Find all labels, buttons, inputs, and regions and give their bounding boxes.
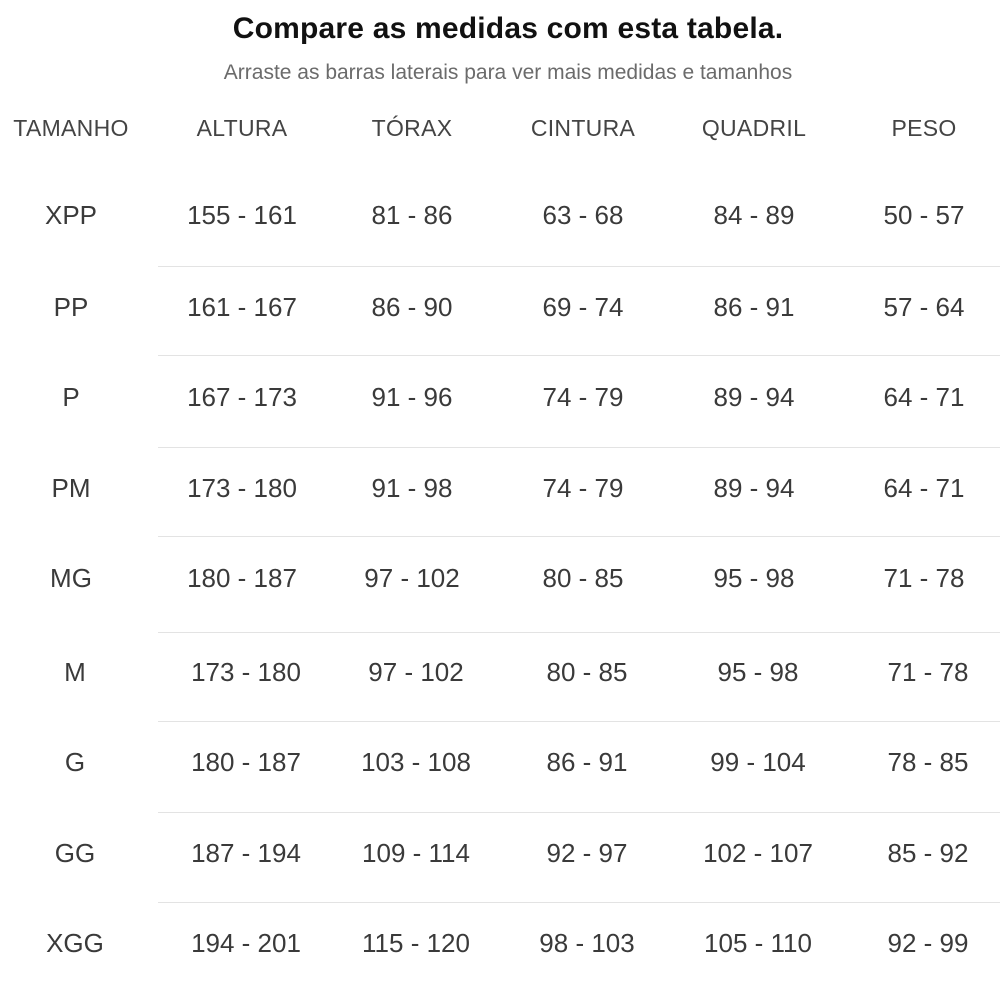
measure-cell-t-rax: 91 - 96: [371, 382, 453, 412]
row-divider: [158, 447, 1000, 448]
table-row: PP 161 - 167 86 - 90 69 - 74 86 - 91 57 - 64: [0, 292, 1000, 328]
column-header-cintura: CINTURA: [530, 115, 636, 141]
table-row: XGG 194 - 201 115 - 120 98 - 103 105 - 110 92…: [0, 928, 1000, 964]
table-row: XPP 155 - 161 81 - 86 63 - 68 84 - 89 50 - 57: [0, 200, 1000, 236]
table-row: G 180 - 187 103 - 108 86 - 91 99 - 104 78 - 8…: [0, 747, 1000, 783]
measure-cell-quadril: 105 - 110: [704, 928, 812, 958]
measure-cell-quadril: 95 - 98: [713, 563, 795, 593]
measure-cell-t-rax: 115 - 120: [362, 928, 470, 958]
row-divider: [158, 266, 1000, 267]
size-label-cell: P: [62, 382, 80, 412]
size-label-cell: XPP: [44, 200, 98, 230]
measure-cell-t-rax: 109 - 114: [362, 838, 470, 868]
column-header-altura: ALTURA: [196, 115, 288, 141]
measure-cell-peso: 85 - 92: [887, 838, 969, 868]
page-title: Compare as medidas com esta tabela.: [232, 12, 784, 45]
measure-cell-t-rax: 91 - 98: [371, 473, 453, 503]
measure-cell-altura: 173 - 180: [191, 657, 301, 687]
measure-cell-altura: 161 - 167: [187, 292, 297, 322]
row-divider: [158, 632, 1000, 633]
column-header-t-rax: TÓRAX: [371, 115, 453, 141]
table-row: PM 173 - 180 91 - 98 74 - 79 89 - 94 64 - 71: [0, 473, 1000, 509]
measure-cell-peso: 64 - 71: [883, 382, 965, 412]
size-label-cell: M: [64, 657, 86, 687]
measure-cell-quadril: 99 - 104: [710, 747, 806, 777]
measure-cell-peso: 92 - 99: [887, 928, 969, 958]
size-label-cell: MG: [50, 563, 92, 593]
measure-cell-quadril: 89 - 94: [713, 473, 795, 503]
measure-cell-cintura: 69 - 74: [542, 292, 624, 322]
measure-cell-altura: 187 - 194: [191, 838, 301, 868]
measure-cell-altura: 180 - 187: [191, 747, 301, 777]
measure-cell-cintura: 74 - 79: [542, 382, 624, 412]
measure-cell-t-rax: 86 - 90: [371, 292, 453, 322]
measure-cell-cintura: 74 - 79: [542, 473, 624, 503]
row-divider: [158, 902, 1000, 903]
size-label-cell: XGG: [46, 928, 104, 958]
measure-cell-quadril: 86 - 91: [713, 292, 795, 322]
table-row: M 173 - 180 97 - 102 80 - 85 95 - 98 71 - 78: [0, 657, 1000, 693]
measure-cell-cintura: 86 - 91: [546, 747, 628, 777]
column-header-tamanho: TAMANHO: [13, 115, 129, 141]
column-header-peso: PESO: [891, 115, 957, 141]
size-label-cell: GG: [54, 838, 96, 868]
measure-cell-t-rax: 97 - 102: [368, 657, 464, 687]
measure-cell-t-rax: 97 - 102: [364, 563, 460, 593]
size-label-cell: PM: [51, 473, 91, 503]
measure-cell-quadril: 84 - 89: [713, 200, 795, 230]
measure-cell-peso: 64 - 71: [883, 473, 965, 503]
table-header-row: TAMANHO ALTURA TÓRAX CINTURA QUADRIL PESO: [0, 115, 1000, 145]
measure-cell-t-rax: 81 - 86: [371, 200, 453, 230]
page-subtitle: Arraste as barras laterais para ver mais…: [223, 61, 793, 84]
measure-cell-altura: 155 - 161: [187, 200, 297, 230]
size-label-cell: PP: [53, 292, 89, 322]
measure-cell-peso: 50 - 57: [883, 200, 965, 230]
row-divider: [158, 721, 1000, 722]
table-row: GG 187 - 194 109 - 114 92 - 97 102 - 107 85 -…: [0, 838, 1000, 874]
measure-cell-peso: 57 - 64: [883, 292, 965, 322]
measure-cell-quadril: 102 - 107: [703, 838, 813, 868]
table-row: MG 180 - 187 97 - 102 80 - 85 95 - 98 71 - 78: [0, 563, 1000, 599]
row-divider: [158, 355, 1000, 356]
measure-cell-peso: 71 - 78: [883, 563, 965, 593]
measure-cell-peso: 71 - 78: [887, 657, 969, 687]
table-row: P 167 - 173 91 - 96 74 - 79 89 - 94 64 - 71: [0, 382, 1000, 418]
measure-cell-cintura: 80 - 85: [546, 657, 628, 687]
measure-cell-altura: 173 - 180: [187, 473, 297, 503]
measure-cell-cintura: 98 - 103: [539, 928, 635, 958]
measure-cell-quadril: 95 - 98: [717, 657, 799, 687]
measure-cell-altura: 194 - 201: [191, 928, 301, 958]
measure-cell-cintura: 80 - 85: [542, 563, 624, 593]
size-label-cell: G: [64, 747, 86, 777]
measure-cell-altura: 180 - 187: [187, 563, 297, 593]
measure-cell-t-rax: 103 - 108: [361, 747, 471, 777]
measure-cell-quadril: 89 - 94: [713, 382, 795, 412]
measure-cell-cintura: 92 - 97: [546, 838, 628, 868]
measure-cell-cintura: 63 - 68: [542, 200, 624, 230]
measure-cell-altura: 167 - 173: [187, 382, 297, 412]
row-divider: [158, 812, 1000, 813]
row-divider: [158, 536, 1000, 537]
measure-cell-peso: 78 - 85: [887, 747, 969, 777]
column-header-quadril: QUADRIL: [701, 115, 807, 141]
